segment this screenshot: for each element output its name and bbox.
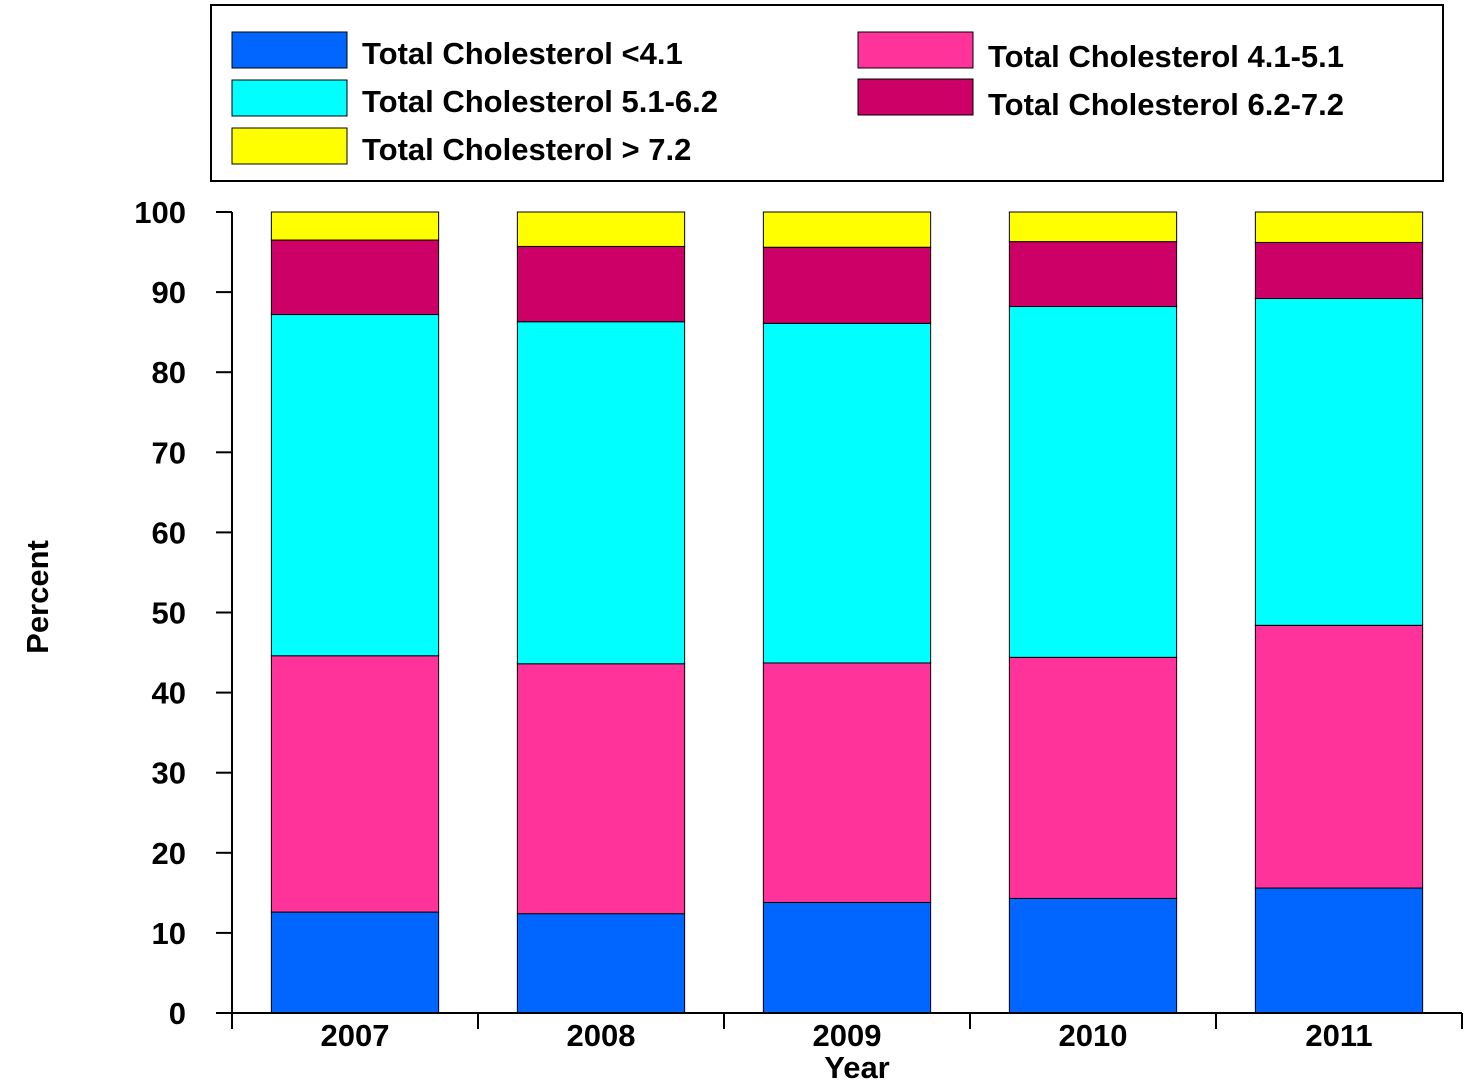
x-axis: 2007 2008 2009 2010 2011 xyxy=(231,1012,1463,1053)
bar-segment xyxy=(1008,241,1178,308)
x-tick-label: 2011 xyxy=(1305,1018,1372,1053)
bar-segment xyxy=(1008,211,1178,243)
legend-swatch xyxy=(857,31,974,69)
legend-swatch xyxy=(231,31,348,69)
x-tick-label: 2007 xyxy=(321,1018,390,1053)
legend-swatch xyxy=(231,127,348,165)
legend-swatch xyxy=(231,79,348,117)
bar-segment xyxy=(1254,624,1424,889)
legend-label: Total Cholesterol 4.1-5.1 xyxy=(988,39,1344,74)
bar-segment xyxy=(270,314,440,657)
bar-segment xyxy=(270,655,440,913)
bar-segment xyxy=(1008,306,1178,658)
x-tick-label: 2010 xyxy=(1059,1018,1128,1053)
x-axis-title: Year xyxy=(824,1050,890,1084)
legend-label: Total Cholesterol 6.2-7.2 xyxy=(988,87,1344,122)
y-tick-label: 100 xyxy=(134,195,186,230)
y-tick-label: 40 xyxy=(152,676,186,711)
bar-segment xyxy=(1254,298,1424,626)
legend-label: Total Cholesterol 5.1-6.2 xyxy=(362,84,718,119)
bar-segment xyxy=(762,211,932,248)
legend-label: Total Cholesterol <4.1 xyxy=(362,36,683,71)
legend-swatch xyxy=(857,78,974,116)
y-axis: 0 10 20 30 40 50 60 70 80 90 100 xyxy=(134,195,233,1031)
bar-segment xyxy=(1008,897,1178,1014)
bar-segment xyxy=(516,321,686,665)
bar-segment xyxy=(270,239,440,316)
y-tick-label: 70 xyxy=(152,435,186,470)
x-tick-label: 2008 xyxy=(567,1018,636,1053)
legend-label: Total Cholesterol > 7.2 xyxy=(362,132,691,167)
bar-segment xyxy=(516,663,686,915)
bar-segment xyxy=(1254,241,1424,300)
bar-segment xyxy=(1254,887,1424,1014)
y-tick-label: 90 xyxy=(152,275,186,310)
legend-box xyxy=(210,4,1444,182)
bar-segment xyxy=(516,245,686,323)
bar-segment xyxy=(270,211,440,241)
y-axis-title: Percent xyxy=(20,540,55,654)
y-tick-label: 10 xyxy=(152,916,186,951)
y-tick-label: 0 xyxy=(169,996,186,1031)
plot-area xyxy=(270,211,1424,1014)
y-tick-label: 30 xyxy=(152,756,186,791)
bar-segment xyxy=(762,901,932,1014)
bar-segment xyxy=(762,322,932,664)
x-tick-label: 2009 xyxy=(813,1018,882,1053)
bar-segment xyxy=(516,211,686,247)
bar-segment xyxy=(516,913,686,1014)
y-tick-label: 20 xyxy=(152,836,186,871)
bar-segment xyxy=(1254,211,1424,243)
bar-segment xyxy=(762,662,932,903)
y-tick-label: 60 xyxy=(152,515,186,550)
bar-segment xyxy=(1008,656,1178,899)
bar-segment xyxy=(762,246,932,324)
y-tick-label: 80 xyxy=(152,355,186,390)
legend: Total Cholesterol <4.1 Total Cholesterol … xyxy=(210,4,1444,182)
y-tick-label: 50 xyxy=(152,596,186,631)
bar-segment xyxy=(270,911,440,1014)
